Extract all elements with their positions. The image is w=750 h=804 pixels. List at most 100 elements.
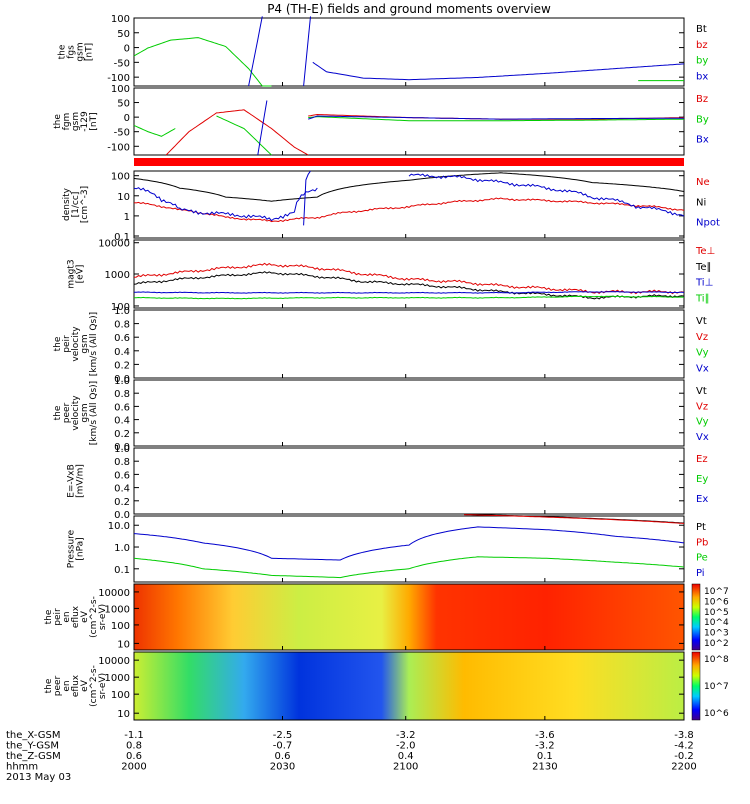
legend-entry: Ni: [696, 197, 706, 208]
footer-value: 0.1: [537, 751, 553, 762]
y-axis-label: velocity: [71, 395, 81, 431]
legend-entry: Vx: [696, 432, 709, 443]
series-Ne: [133, 197, 685, 223]
y-axis-label: gsm: [76, 42, 86, 61]
footer-label: the_Z-GSM: [6, 751, 61, 762]
series-Ti-par: [134, 295, 685, 300]
footer-value: 2030: [270, 762, 295, 773]
panel-frame-exb: [133, 447, 685, 515]
footer-value: 0.8: [126, 741, 142, 752]
series-Npot-late: [408, 173, 685, 217]
y-tick-label: 0.4: [114, 347, 130, 358]
y-axis-label: E=-VxB: [67, 464, 77, 498]
y-axis-label: sr-eV): [98, 673, 108, 699]
series-Bz: [165, 109, 309, 156]
y-tick-label: -100: [107, 142, 130, 153]
y-axis-label: (cm^2-s-: [89, 665, 99, 707]
y-axis-label: the: [44, 678, 54, 693]
colorbar-label: 10^3: [704, 629, 729, 639]
y-tick-label: 10000: [98, 239, 130, 250]
y-tick-label: 50: [117, 99, 130, 110]
y-tick-label: 0: [124, 113, 130, 124]
y-tick-label: -100: [107, 73, 130, 84]
y-axis-label: peir: [62, 335, 72, 353]
y-axis-label: density: [62, 187, 72, 221]
legend-entry: Bz: [696, 94, 708, 105]
series-Ni: [133, 172, 685, 202]
footer-value: 2000: [121, 762, 146, 773]
footer-label: the_Y-GSM: [6, 741, 59, 752]
y-axis-label: peer: [62, 402, 72, 423]
footer-label: the_X-GSM: [6, 730, 60, 741]
legend-entry: Ti∥: [695, 293, 710, 304]
legend-entry: By: [696, 114, 709, 125]
footer-value: -0.2: [674, 751, 694, 762]
footer-value: -3.2: [396, 730, 416, 741]
y-axis-label: gsm: [80, 403, 90, 422]
y-tick-label: 0: [124, 44, 130, 55]
colorbar-label: 10^5: [704, 608, 729, 618]
y-tick-label: 0.8: [114, 389, 130, 400]
peer-spectrogram: [134, 652, 684, 720]
y-tick-label: 10000: [98, 656, 130, 667]
y-axis-label: fgs: [67, 45, 77, 59]
footer-value: 0.4: [398, 751, 414, 762]
y-axis-label: Pressure: [67, 529, 77, 568]
series-Pb: [463, 514, 685, 524]
colorbar-label: 10^6: [704, 709, 729, 719]
panel-frame-peer: [133, 379, 685, 447]
series-Npot-spike: [303, 170, 311, 226]
y-tick-label: 1000: [105, 270, 130, 281]
footer-value: 2200: [671, 762, 696, 773]
y-tick-label: 0.1: [114, 232, 130, 243]
y-axis-label: fgm: [62, 113, 72, 131]
y-axis-label: [nT]: [89, 112, 99, 130]
legend-entry: Vz: [696, 401, 708, 412]
y-tick-label: 0.8: [114, 457, 130, 468]
y-tick-label: 1.0: [114, 543, 130, 554]
legend-entry: Te⊥: [695, 246, 715, 257]
footer-value: 2100: [393, 762, 418, 773]
legend-entry: Bt: [696, 24, 707, 35]
legend-entry: Pe: [696, 553, 708, 564]
y-axis-label: eV: [80, 610, 90, 623]
series-Pi: [133, 526, 685, 561]
series-Ti-perp: [134, 290, 685, 294]
colorbar-label: 10^8: [704, 655, 729, 665]
y-axis-label: the: [53, 405, 63, 420]
colorbar-label: 10^4: [704, 618, 729, 628]
footer-value: -3.8: [674, 730, 694, 741]
footer-value: -2.5: [273, 730, 293, 741]
y-axis-label: [nT]: [85, 43, 95, 61]
y-axis-label: (cm^2-s-: [89, 596, 99, 638]
legend-entry: Ne: [696, 177, 710, 188]
y-axis-label: the: [53, 336, 63, 351]
y-axis-label: [km/s (All Qs)]: [89, 312, 99, 376]
footer-value: -3.2: [535, 741, 555, 752]
peir-spectrogram: [134, 584, 684, 650]
y-axis-label: velocity: [71, 326, 81, 362]
colorbar-label: 10^2: [704, 639, 729, 649]
y-tick-label: 1: [124, 212, 130, 223]
y-axis-label: the: [44, 609, 54, 624]
footer-value: -1.1: [124, 730, 144, 741]
legend-entry: Pb: [696, 537, 708, 548]
colorbar-label: 10^6: [704, 597, 729, 607]
y-axis-label: [nPa]: [76, 537, 86, 560]
y-axis-label: the: [53, 114, 63, 129]
y-axis-label: peir: [53, 608, 63, 626]
y-tick-label: 0.4: [114, 416, 130, 427]
legend-entry: Te∥: [695, 262, 712, 273]
legend-entry: by: [696, 56, 708, 67]
y-tick-label: 10: [117, 709, 130, 720]
series-Te-par: [133, 271, 685, 300]
y-tick-label: -50: [114, 58, 130, 69]
data-gap-bar: [134, 158, 684, 166]
colorbar-label: 10^7: [704, 587, 729, 597]
y-tick-label: 0.0: [114, 374, 130, 385]
y-axis-label: [1/cc]: [71, 192, 81, 218]
footer-value: -3.6: [535, 730, 555, 741]
y-axis-label: eflux: [71, 674, 81, 697]
y-tick-label: 100: [111, 302, 130, 313]
